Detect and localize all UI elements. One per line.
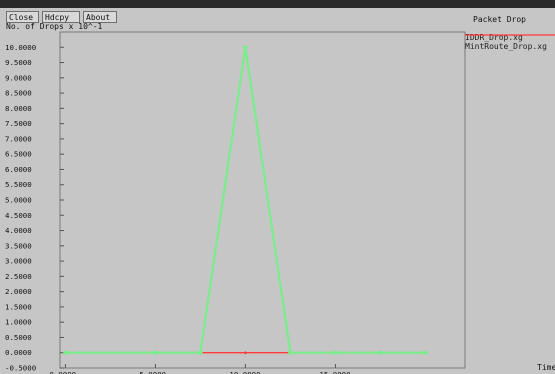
x-tick-label: 15.0000 [319,370,350,374]
y-tick-label: 3.5000 [5,241,32,250]
x-tick-label: 5.0000 [139,370,166,374]
hardcopy-button[interactable]: Hdcpy [42,11,80,23]
about-button[interactable]: About [83,11,117,23]
y-tick-label: 4.5000 [5,211,32,220]
data-point-series-2 [153,350,158,355]
x-axis-title: Time [537,363,555,372]
window-title-bar [0,0,555,8]
y-tick-label: -0.5000 [5,364,36,373]
data-point-series-2 [378,350,383,355]
y-tick-label: 5.5000 [5,180,32,189]
y-tick-label: 1.5000 [5,302,32,311]
y-tick-label: 6.0000 [5,165,32,174]
y-tick-label: 7.0000 [5,134,32,143]
data-point-series-2 [198,350,203,355]
y-tick-label: 10.0000 [5,43,36,52]
data-point-series-2 [333,350,338,355]
x-tick-label: 10.0000 [229,370,260,374]
data-point-series-1 [244,351,247,355]
plot-frame [59,31,466,369]
y-tick-label: 6.5000 [5,150,32,159]
series-line-2 [65,47,426,354]
y-tick-label: 4.0000 [5,226,32,235]
y-tick-label: 2.5000 [5,272,32,281]
close-button[interactable]: Close [6,11,39,23]
data-point-series-2 [288,350,293,355]
y-tick-label: 9.5000 [5,58,32,67]
y-tick-label: 1.0000 [5,318,32,327]
y-tick-label: 5.0000 [5,196,32,205]
y-tick-label: 9.0000 [5,73,32,82]
y-tick-label: 7.5000 [5,119,32,128]
data-point-series-2 [63,350,68,355]
y-tick-label: 2.0000 [5,287,32,296]
legend-entry-series-2: MintRoute_Drop.xg [465,42,547,51]
legend-entry-series-1: IDDR_Drop.xg [465,33,523,42]
chart-title: Packet Drop [473,15,526,24]
data-point-series-2 [243,45,248,50]
y-tick-label: 3.0000 [5,257,32,266]
data-point-series-2 [423,350,428,355]
y-tick-label: 8.5000 [5,89,32,98]
y-tick-label: 0.0000 [5,348,32,357]
y-axis-title: No. of Drops x 10^-1 [6,22,103,31]
y-tick-label: 8.0000 [5,104,32,113]
y-tick-label: 0.5000 [5,333,32,342]
x-tick-label: 0.0000 [49,370,76,374]
